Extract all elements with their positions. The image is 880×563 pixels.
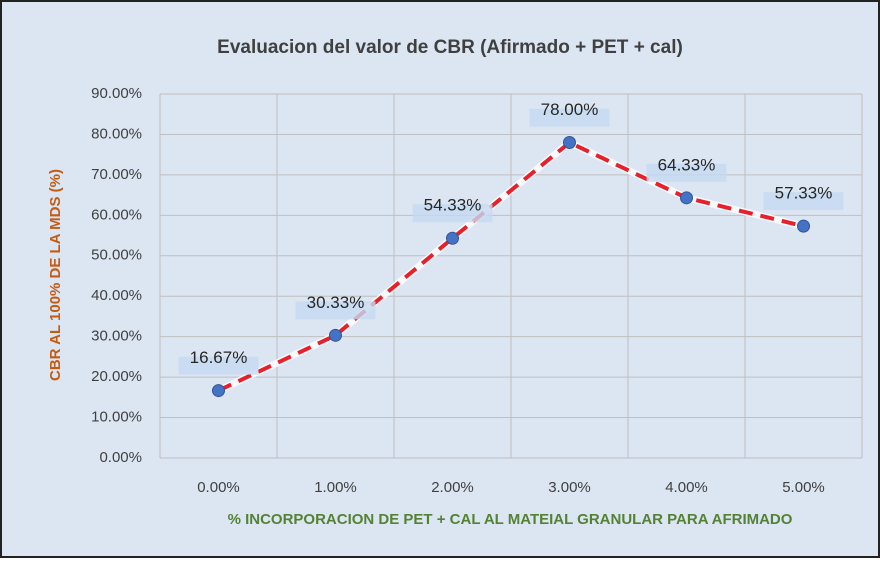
data-label: 30.33% [307, 293, 365, 312]
y-tick-label: 70.00% [91, 166, 142, 183]
data-label-box [763, 192, 844, 211]
y-axis-label: CBR AL 100% DE LA MDS (%) [47, 169, 64, 381]
line [217, 140, 804, 393]
y-tick-label: 50.00% [91, 247, 142, 264]
x-tick-label: 5.00% [782, 479, 825, 496]
x-tick-label: 0.00% [197, 479, 240, 496]
x-tick-label: 4.00% [665, 479, 708, 496]
y-tick-label: 30.00% [91, 328, 142, 345]
y-tick-label: 40.00% [91, 287, 142, 304]
y-tick-label: 10.00% [91, 409, 142, 426]
data-label-box [295, 301, 376, 320]
marker [563, 136, 576, 150]
data-label-box [529, 108, 610, 127]
data-label-box [646, 163, 727, 182]
x-axis-label: % INCORPORACION DE PET + CAL AL MATEIAL … [228, 511, 793, 528]
marker [329, 328, 342, 342]
x-tick-label: 1.00% [314, 479, 357, 496]
data-label: 57.33% [775, 184, 833, 203]
y-tick-label: 90.00% [91, 85, 142, 102]
x-tick-label: 3.00% [548, 479, 591, 496]
data-label: 78.00% [541, 100, 599, 119]
y-tick-label: 80.00% [91, 125, 142, 142]
chart-title: Evaluacion del valor de CBR (Afirmado + … [217, 37, 683, 58]
marker [446, 231, 459, 245]
marker [680, 191, 693, 205]
y-tick-label: 0.00% [99, 449, 142, 466]
data-label-box [178, 356, 259, 375]
data-label: 64.33% [658, 155, 716, 174]
x-tick-label: 2.00% [431, 479, 474, 496]
data-label: 54.33% [424, 196, 482, 215]
marker [797, 219, 810, 233]
data-label: 16.67% [190, 348, 248, 367]
data-label-box [412, 204, 493, 223]
y-tick-label: 20.00% [91, 368, 142, 385]
marker [212, 384, 225, 398]
y-tick-label: 60.00% [91, 206, 142, 223]
